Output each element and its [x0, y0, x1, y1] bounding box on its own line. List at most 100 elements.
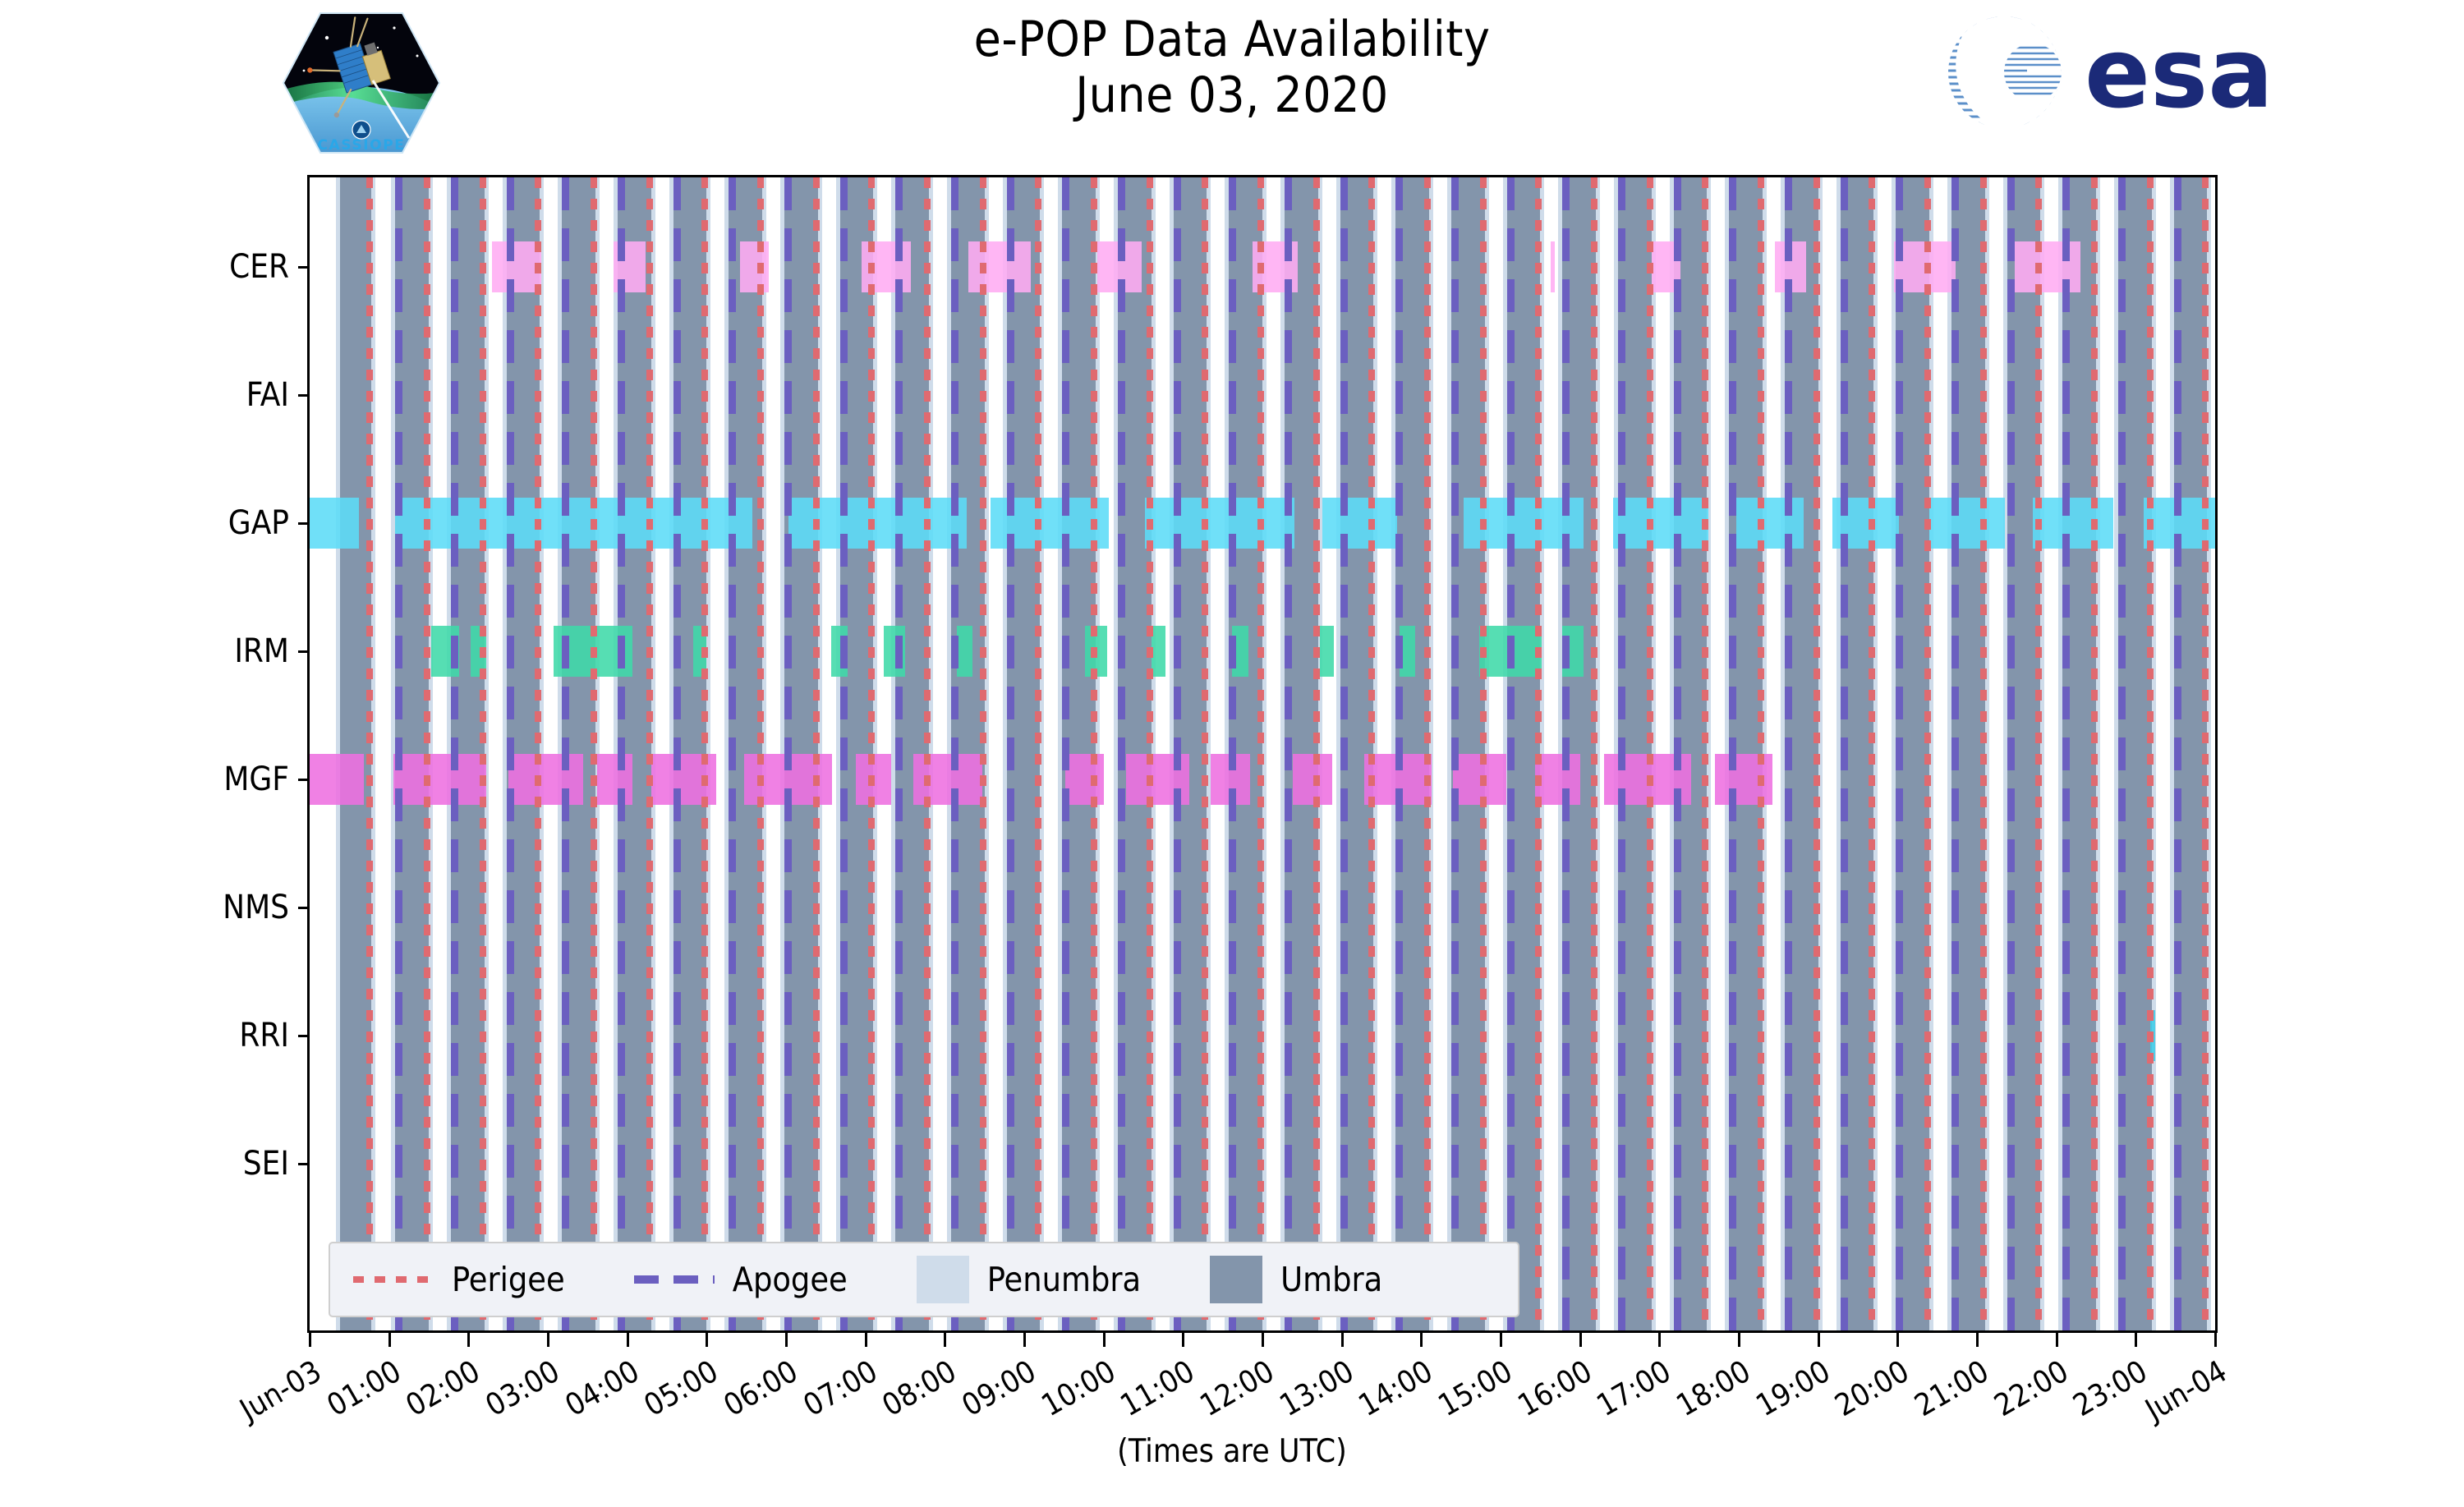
x-tick-mark — [2135, 1333, 2138, 1347]
data-bar-gap — [310, 498, 359, 549]
y-tick-label-cer: CER — [229, 248, 289, 287]
apogee-line — [729, 177, 737, 1330]
perigee-line-swatch-icon — [353, 1276, 434, 1283]
x-tick-mark — [944, 1333, 947, 1347]
apogee-line — [784, 177, 792, 1330]
data-bar-gap — [1613, 498, 1709, 549]
x-axis-caption: (Times are UTC) — [1117, 1433, 1347, 1470]
perigee-line — [924, 177, 931, 1330]
y-tick-label-irm: IRM — [234, 632, 289, 671]
apogee-line — [1062, 177, 1070, 1330]
perigee-line — [1368, 177, 1376, 1330]
svg-text:CASSIOPE: CASSIOPE — [317, 137, 405, 154]
x-tick-mark — [785, 1333, 788, 1347]
apogee-line — [2062, 177, 2071, 1330]
perigee-line — [1202, 177, 1209, 1330]
umbra-box-swatch-icon — [1210, 1256, 1263, 1303]
apogee-line — [673, 177, 681, 1330]
y-tick-mark — [298, 1163, 310, 1166]
x-tick-mark — [1658, 1333, 1662, 1347]
x-tick-mark — [864, 1333, 867, 1347]
apogee-line — [895, 177, 903, 1330]
perigee-line — [1035, 177, 1042, 1330]
esa-logo-text: esa — [2085, 16, 2273, 130]
x-tick-mark — [1976, 1333, 1979, 1347]
data-bar-gap — [395, 498, 753, 549]
x-tick-mark — [1579, 1333, 1582, 1347]
y-tick-label-rri: RRI — [239, 1017, 289, 1055]
y-tick-mark — [298, 907, 310, 910]
perigee-line — [1758, 177, 1765, 1330]
data-bar-gap — [1929, 498, 2005, 549]
data-bar-mgf — [310, 754, 364, 806]
data-bar-mgf — [596, 754, 633, 806]
x-tick-mark — [467, 1333, 471, 1347]
x-tick-mark — [388, 1333, 391, 1347]
x-tick-mark — [1262, 1333, 1264, 1347]
y-tick-label-gap: GAP — [228, 504, 289, 543]
esa-logo: esa — [1947, 15, 2308, 130]
perigee-line — [812, 177, 820, 1330]
perigee-line — [1146, 177, 1153, 1330]
x-tick-mark — [1896, 1333, 1900, 1347]
data-bar-mgf — [1065, 754, 1104, 806]
perigee-line — [1424, 177, 1432, 1330]
perigee-line — [1646, 177, 1653, 1330]
data-bar-cer — [2015, 241, 2080, 293]
page-header: CASSIOPE e-POP Data Availability June 03… — [0, 0, 2464, 164]
perigee-line — [868, 177, 876, 1330]
y-tick-label-fai: FAI — [246, 376, 289, 415]
perigee-line — [1257, 177, 1265, 1330]
data-bar-mgf — [1453, 754, 1506, 806]
x-tick-mark — [1817, 1333, 1820, 1347]
apogee-line — [2117, 177, 2126, 1330]
x-tick-mark — [1102, 1333, 1106, 1347]
apogee-line — [839, 177, 848, 1330]
legend-label-umbra: Umbra — [1280, 1260, 1383, 1299]
apogee-line — [1117, 177, 1125, 1330]
perigee-line — [591, 177, 598, 1330]
perigee-line — [479, 177, 486, 1330]
apogee-line — [1173, 177, 1181, 1330]
umbra-band — [339, 177, 372, 1330]
perigee-line — [1924, 177, 1932, 1330]
perigee-line — [1591, 177, 1598, 1330]
apogee-line — [950, 177, 958, 1330]
penumbra-box-swatch-icon — [916, 1256, 969, 1303]
y-tick-label-sei: SEI — [242, 1145, 289, 1183]
data-bar-gap — [1736, 498, 1804, 549]
perigee-line — [757, 177, 765, 1330]
chart-title-block: e-POP Data Availability June 03, 2020 — [0, 11, 2464, 124]
perigee-line — [1312, 177, 1320, 1330]
x-tick-mark — [309, 1333, 311, 1347]
data-bar-irm — [1319, 626, 1334, 678]
x-tick-mark — [1420, 1333, 1423, 1347]
apogee-line — [1784, 177, 1792, 1330]
data-bar-gap — [2032, 498, 2114, 549]
x-tick-mark — [2055, 1333, 2058, 1347]
perigee-line — [1813, 177, 1820, 1330]
apogee-line — [1450, 177, 1459, 1330]
apogee-line — [1395, 177, 1404, 1330]
legend-item-apogee: Apogee — [633, 1260, 848, 1299]
legend-label-apogee: Apogee — [732, 1260, 848, 1299]
apogee-line — [1840, 177, 1848, 1330]
x-tick-mark — [1738, 1333, 1740, 1347]
legend-item-umbra: Umbra — [1210, 1256, 1382, 1303]
data-bar-mgf — [1534, 754, 1580, 806]
perigee-line — [1479, 177, 1487, 1330]
apogee-line — [2173, 177, 2181, 1330]
apogee-line — [1729, 177, 1737, 1330]
apogee-line — [1229, 177, 1237, 1330]
apogee-line — [1006, 177, 1014, 1330]
legend-label-penumbra: Penumbra — [986, 1260, 1142, 1299]
y-tick-label-nms: NMS — [223, 889, 289, 927]
data-bar-mgf — [508, 754, 584, 806]
apogee-line — [1673, 177, 1681, 1330]
apogee-line — [1951, 177, 1959, 1330]
data-bar-irm — [1400, 626, 1415, 678]
apogee-line — [450, 177, 458, 1330]
y-tick-mark — [298, 394, 310, 397]
data-bar-cer — [739, 241, 769, 293]
apogee-line — [1617, 177, 1625, 1330]
